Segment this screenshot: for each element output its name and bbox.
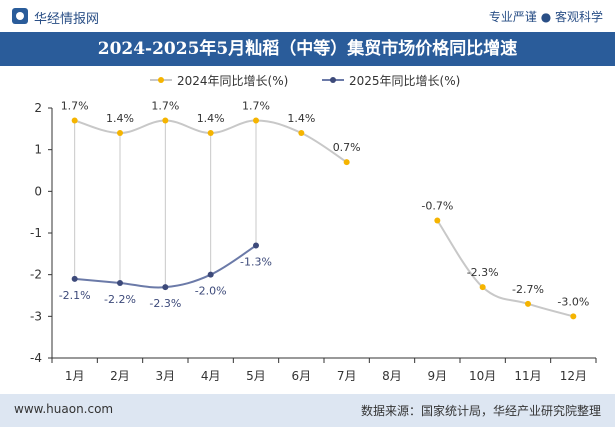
series-2024-line xyxy=(436,219,574,318)
chart-legend: 2024年同比增长(%) 2025年同比增长(%) xyxy=(0,70,615,90)
y-tick-label: 0 xyxy=(34,184,42,198)
series-2024-point xyxy=(71,117,78,124)
series-2024-data-label: -2.7% xyxy=(512,283,544,296)
chart-series xyxy=(71,117,577,320)
series-2024-data-label: 1.7% xyxy=(151,100,179,113)
y-tick-label: 2 xyxy=(34,101,42,115)
legend-dot-2024 xyxy=(158,77,164,83)
chart-canvas: 2 1 0 -1 -2 -3 -4 1月 2月 3月 4月 5月 6月 7月 8月 9月 10月 11月 12月 1… xyxy=(30,100,597,383)
y-tick-label: -1 xyxy=(30,226,42,240)
legend-label-2024: 2024年同比增长(%) xyxy=(177,74,289,88)
series-2024-point xyxy=(434,217,441,224)
x-tick-label: 10月 xyxy=(469,369,496,383)
series-2025-data-label: -1.3% xyxy=(240,256,272,269)
series-2024-point xyxy=(298,130,305,136)
y-tick-label: 1 xyxy=(34,143,42,157)
series-2025-point xyxy=(207,271,214,278)
series-2025-point xyxy=(162,284,169,291)
brand-name: 华经情报网 xyxy=(34,12,100,27)
tagline: 专业严谨 ● 客观科学 xyxy=(488,10,603,24)
series-2024-point xyxy=(117,130,123,136)
series-2025-data-label: -2.2% xyxy=(104,293,136,306)
series-2025-point xyxy=(117,280,123,286)
x-tick-label: 8月 xyxy=(382,369,402,383)
series-2025-point xyxy=(253,242,259,249)
y-tick-label: -4 xyxy=(30,351,42,365)
x-tick-label: 1月 xyxy=(65,369,85,383)
x-tick-label: 6月 xyxy=(292,369,312,383)
series-2024-data-label: 1.4% xyxy=(287,112,315,125)
series-2024-data-label: 1.7% xyxy=(61,100,89,113)
chart-data-labels: 1.7% 1.4% 1.7% 1.4% 1.7% 1.4% 0.7% -0.7% -2.3% -2… xyxy=(59,100,590,311)
top-bar: 华经情报网 专业严谨 ● 客观科学 xyxy=(0,0,615,32)
series-2024-data-label: -0.7% xyxy=(421,200,453,213)
x-tick-label: 7月 xyxy=(337,369,357,383)
x-tick-label: 2月 xyxy=(110,369,130,383)
series-2025-data-label: -2.0% xyxy=(195,285,227,298)
x-tick-label: 9月 xyxy=(428,369,448,383)
drop-lines xyxy=(74,120,257,288)
series-2024-data-label: -3.0% xyxy=(557,295,589,308)
series-2024-point xyxy=(479,284,486,291)
x-tick-label: 5月 xyxy=(246,369,266,383)
footer: www.huaon.com 数据来源：国家统计局，华经产业研究院整理 xyxy=(0,394,615,427)
legend-label-2025: 2025年同比增长(%) xyxy=(349,74,461,88)
series-2024-point xyxy=(162,117,169,124)
series-2024-data-label: -2.3% xyxy=(467,266,499,279)
footer-website: www.huaon.com xyxy=(14,402,114,416)
series-2024-data-label: 1.7% xyxy=(242,100,270,113)
chart-title: 2024-2025年5月籼稻（中等）集贸市场价格同比增速 xyxy=(97,39,518,59)
series-2024-point xyxy=(253,117,259,124)
x-tick-label: 12月 xyxy=(560,369,587,383)
series-2024-data-label: 0.7% xyxy=(333,141,361,154)
series-2025-data-label: -2.1% xyxy=(59,289,91,302)
title-bar: 2024-2025年5月籼稻（中等）集贸市场价格同比增速 xyxy=(0,32,615,66)
x-tick-label: 11月 xyxy=(514,369,541,383)
x-tick-label: 3月 xyxy=(156,369,176,383)
y-tick-label: -3 xyxy=(30,309,42,323)
logo-icon xyxy=(12,8,28,24)
series-2025-point xyxy=(71,275,78,282)
series-2024-point xyxy=(525,300,531,307)
series-2024-point xyxy=(570,313,577,320)
chart-axes: 2 1 0 -1 -2 -3 -4 1月 2月 3月 4月 5月 6月 7月 8月 9月 10月 11月 12月 xyxy=(30,101,597,383)
y-tick-label: -2 xyxy=(30,268,42,282)
x-tick-label: 4月 xyxy=(201,369,221,383)
series-2024-point xyxy=(207,130,214,136)
series-2024-point xyxy=(343,159,350,166)
series-2025-data-label: -2.3% xyxy=(149,297,181,310)
legend-dot-2025 xyxy=(330,77,336,83)
series-2024-data-label: 1.4% xyxy=(197,112,225,125)
footer-source: 数据来源：国家统计局，华经产业研究院整理 xyxy=(360,404,601,418)
series-2024-data-label: 1.4% xyxy=(106,112,134,125)
